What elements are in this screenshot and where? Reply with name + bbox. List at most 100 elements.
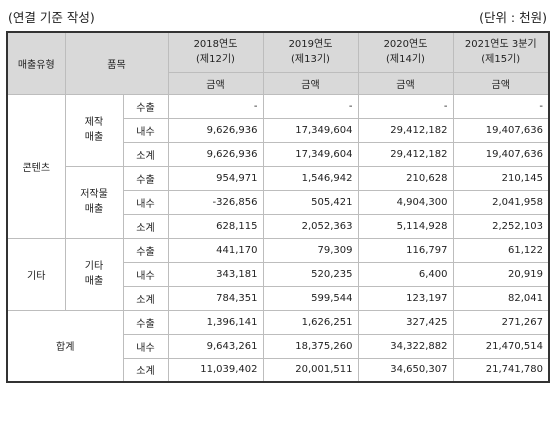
row-kind: 소계 [122, 213, 169, 239]
value-cell: 9,626,936 [167, 117, 264, 143]
table-row: 소계 628,115 2,052,363 5,114,928 2,252,103 [7, 213, 550, 239]
item-line: 매출 [84, 276, 104, 287]
value-cell: - [452, 93, 550, 119]
value-cell: 29,412,182 [357, 141, 454, 167]
value-cell: 20,001,511 [262, 357, 359, 383]
value-cell: 2,041,958 [452, 189, 550, 215]
header-period-label: (제13기) [291, 54, 330, 66]
header-year-2018: 2018연도 (제12기) [167, 31, 264, 73]
value-cell: 210,628 [357, 165, 454, 191]
item-line: 저작물 [80, 189, 108, 200]
value-cell: 1,546,942 [262, 165, 359, 191]
value-cell: 784,351 [167, 285, 264, 311]
value-cell: 20,919 [452, 261, 550, 287]
table-row: 소계 11,039,402 20,001,511 34,650,307 21,7… [7, 357, 550, 383]
value-cell: 82,041 [452, 285, 550, 311]
value-cell: 441,170 [167, 237, 264, 263]
value-cell: 79,309 [262, 237, 359, 263]
value-cell: 29,412,182 [357, 117, 454, 143]
value-cell: 21,741,780 [452, 357, 550, 383]
value-cell: 599,544 [262, 285, 359, 311]
value-cell: 9,626,936 [167, 141, 264, 167]
row-kind: 소계 [122, 141, 169, 167]
sales-table: 매출유형 품목 2018연도 (제12기) 2019연도 (제13기) 2020… [6, 31, 550, 383]
value-cell: 1,396,141 [167, 309, 264, 335]
value-cell: 21,470,514 [452, 333, 550, 359]
value-cell: 123,197 [357, 285, 454, 311]
item-cell: 저작물 매출 [64, 165, 124, 239]
row-kind: 수출 [122, 309, 169, 335]
row-kind: 소계 [122, 285, 169, 311]
table-row: 내수 9,626,936 17,349,604 29,412,182 19,40… [7, 117, 550, 143]
row-kind: 수출 [122, 237, 169, 263]
header-item: 품목 [64, 31, 169, 95]
header-year-2019: 2019연도 (제13기) [262, 31, 359, 73]
item-cell: 제작 매출 [64, 93, 124, 167]
value-cell: 954,971 [167, 165, 264, 191]
sales-type-cell: 기타 [6, 237, 66, 311]
item-line: 매출 [84, 204, 104, 215]
item-cell: 기타 매출 [64, 237, 124, 311]
value-cell: 34,322,882 [357, 333, 454, 359]
value-cell: 17,349,604 [262, 141, 359, 167]
value-cell: 505,421 [262, 189, 359, 215]
value-cell: 2,052,363 [262, 213, 359, 239]
header-period-label: (제15기) [481, 54, 521, 66]
header-amount: 금액 [167, 71, 264, 95]
row-kind: 수출 [122, 165, 169, 191]
item-line: 제작 [84, 117, 104, 128]
value-cell: 34,650,307 [357, 357, 454, 383]
value-cell: 327,425 [357, 309, 454, 335]
value-cell: 4,904,300 [357, 189, 454, 215]
value-cell: 19,407,636 [452, 141, 550, 167]
basis-note: (연결 기준 작성) [8, 10, 95, 25]
header-year-label: 2019연도 [288, 39, 333, 51]
table-row: 합계 수출 1,396,141 1,626,251 327,425 271,26… [6, 309, 550, 383]
header-year-2020: 2020연도 (제14기) [357, 31, 454, 73]
value-cell: 628,115 [167, 213, 264, 239]
row-kind: 소계 [122, 357, 169, 383]
row-kind: 내수 [122, 117, 169, 143]
value-cell: 2,252,103 [452, 213, 550, 239]
row-kind: 내수 [122, 261, 169, 287]
table-row: 기타 기타 매출 수출 441,170 79,309 116,797 61,12… [6, 237, 550, 311]
value-cell: - [357, 93, 454, 119]
header-period-label: (제12기) [196, 54, 235, 66]
header-year-label: 2018연도 [193, 39, 238, 51]
header-amount: 금액 [452, 71, 550, 95]
table-row: 내수 -326,856 505,421 4,904,300 2,041,958 [7, 189, 550, 215]
value-cell: 18,375,260 [262, 333, 359, 359]
value-cell: 6,400 [357, 261, 454, 287]
value-cell: - [167, 93, 264, 119]
value-cell: 210,145 [452, 165, 550, 191]
value-cell: 19,407,636 [452, 117, 550, 143]
value-cell: 116,797 [357, 237, 454, 263]
value-cell: 5,114,928 [357, 213, 454, 239]
value-cell: 17,349,604 [262, 117, 359, 143]
header-amount: 금액 [357, 71, 454, 95]
value-cell: 61,122 [452, 237, 550, 263]
value-cell: 520,235 [262, 261, 359, 287]
total-cell: 합계 [6, 309, 124, 383]
header-sales-type: 매출유형 [6, 31, 66, 95]
item-line: 기타 [84, 261, 104, 272]
value-cell: 9,643,261 [167, 333, 264, 359]
value-cell: -326,856 [167, 189, 264, 215]
unit-note: (단위 : 천원) [479, 10, 547, 25]
value-cell: 1,626,251 [262, 309, 359, 335]
caption-row: (연결 기준 작성) (단위 : 천원) [8, 4, 547, 26]
row-kind: 수출 [122, 93, 169, 119]
value-cell: - [262, 93, 359, 119]
sales-type-cell: 콘텐츠 [6, 93, 66, 239]
table-row: 내수 343,181 520,235 6,400 20,919 [7, 261, 550, 287]
header-period-label: (제14기) [386, 54, 425, 66]
row-kind: 내수 [122, 333, 169, 359]
value-cell: 271,267 [452, 309, 550, 335]
table-row: 콘텐츠 제작 매출 수출 - - - - [6, 93, 550, 239]
value-cell: 343,181 [167, 261, 264, 287]
row-kind: 내수 [122, 189, 169, 215]
item-line: 매출 [84, 132, 104, 143]
value-cell: 11,039,402 [167, 357, 264, 383]
header-year-label: 2021연도 3분기 [464, 39, 537, 51]
table-row: 저작물 매출 수출 954,971 1,546,942 210,628 210,… [7, 165, 550, 239]
